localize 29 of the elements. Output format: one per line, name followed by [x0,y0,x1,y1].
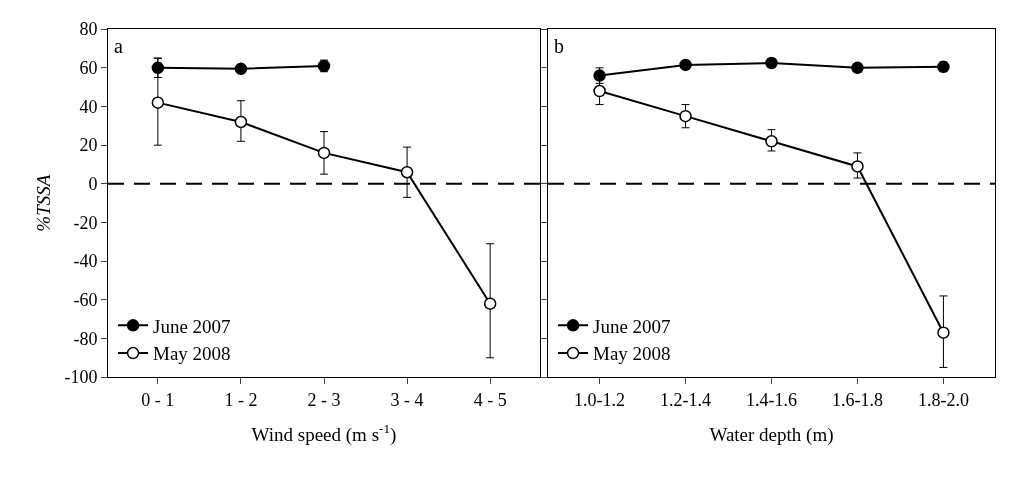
legend-label: May 2008 [153,343,231,365]
x-axis-title: Wind speed (m s$^{-1}$) [251,420,397,446]
y-tick-label: 80 [79,19,98,40]
y-tick-label: 0 [88,174,98,195]
y-tick-label: -80 [73,328,98,349]
x-tick-label: 1.6-1.8 [831,389,883,410]
y-tick-label: 40 [79,96,98,117]
x-tick-label: 1.4-1.6 [746,389,797,410]
legend-label: May 2008 [593,343,671,365]
x-tick-label: 1.2-1.4 [660,389,712,410]
x-tick-label: 1 - 2 [224,389,258,410]
x-tick-label: 1.0-1.2 [574,389,626,410]
annotation: b [554,35,564,57]
x-axis-title: Water depth (m) [709,423,834,446]
x-tick-label: 2 - 3 [307,389,341,410]
x-tick-label: 0 - 1 [141,389,175,410]
y-tick-label: -20 [73,212,98,233]
legend-label: June 2007 [593,315,671,337]
y-tick-label: 20 [79,135,98,156]
x-tick-label: 1.8-2.0 [917,389,969,410]
annotation: a [114,35,123,57]
y-tick-label: 60 [79,58,98,79]
y-tick-label: -60 [73,290,98,311]
y-tick-label: -100 [64,367,98,388]
y-axis-title: %TSSA [33,174,55,232]
x-tick-label: 3 - 4 [390,389,424,410]
legend-label: June 2007 [153,315,231,337]
y-tick-label: -40 [73,251,98,272]
x-tick-label: 4 - 5 [473,389,507,410]
